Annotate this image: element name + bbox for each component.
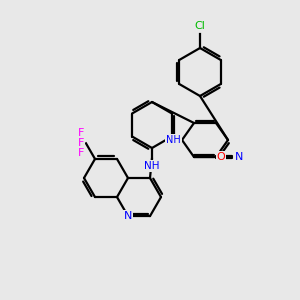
Text: NH: NH — [144, 161, 160, 171]
Text: N: N — [235, 152, 243, 162]
Text: F: F — [78, 138, 84, 148]
Text: F: F — [78, 128, 84, 138]
Text: O: O — [217, 152, 225, 162]
Text: F: F — [78, 148, 84, 158]
Text: NH: NH — [166, 135, 181, 145]
Text: Cl: Cl — [195, 21, 206, 31]
Text: N: N — [124, 211, 132, 221]
